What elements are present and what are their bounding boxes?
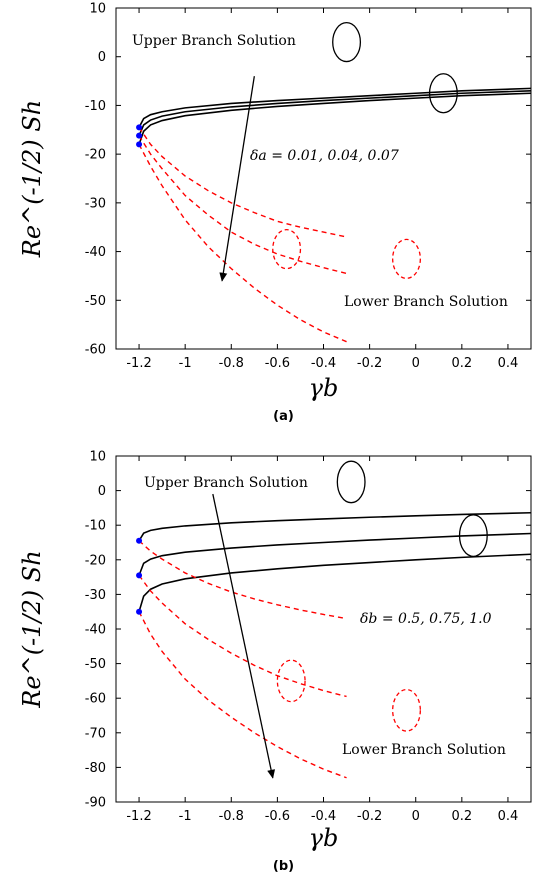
critical-point [136,132,143,139]
lower-branch-line [138,144,347,343]
x-tick-label: -0.4 [311,356,336,371]
upper-branch-circle [332,21,362,63]
parameter-label: δa = 0.01, 0.04, 0.07 [250,148,399,164]
x-tick-label: 0.4 [498,356,519,371]
lower-branch-circle [392,238,421,280]
upper-branch-circle [336,460,366,504]
y-axis-label: Re^(-1/2) Sh [18,100,46,258]
x-tick-label: -1 [179,809,192,824]
lower-branch-line [138,540,347,620]
critical-point [136,124,143,131]
trend-arrow [219,76,255,282]
y-tick-label: -30 [85,196,106,211]
upper-branch-line [138,553,531,612]
y-tick-label: -20 [85,148,106,163]
upper-branch-circle [428,73,458,114]
upper-branch-line [138,92,531,145]
chart-b: -1.2 -1 -0.8 -0.6 -0.4 -0.2 0 0.2 0.4 10 0 -10 -20 -3… [18,450,532,874]
y-tick-label: -30 [85,588,106,603]
critical-point [136,608,143,615]
x-tick-label: 0 [412,356,420,371]
x-axis-label: γb [309,824,339,852]
upper-branch-label: Upper Branch Solution [132,33,296,49]
y-tick-label: -10 [85,99,106,114]
chart-a: -1.2 -1 -0.8 -0.6 -0.4 -0.2 0 0.2 0.4 10 0 -10 -20 -3… [18,2,532,424]
x-tick-label: -0.2 [357,356,382,371]
lower-branch-line [138,135,347,275]
parameter-label: δb = 0.5, 0.75, 1.0 [360,611,492,627]
lower-branch-circle [272,228,302,270]
figure-caption: (a) [273,409,294,424]
plot-area [136,21,531,343]
y-tick-label: -10 [85,519,106,534]
critical-point [136,537,143,544]
y-tick-label: -90 [85,796,106,811]
lower-branch-circle [276,659,306,703]
x-tick-label: -0.4 [311,809,336,824]
x-tick-label: 0.2 [451,356,472,371]
x-tick-label: -0.8 [219,356,244,371]
y-tick-label: 10 [89,450,106,465]
x-tick-label: 0.2 [451,809,472,824]
upper-branch-line [138,87,531,128]
y-tick-label: 0 [98,484,106,499]
y-tick-label: -40 [85,623,106,638]
y-tick-label: -60 [85,343,106,358]
y-tick-label: -20 [85,553,106,568]
x-tick-label: 0 [412,809,420,824]
upper-branch-label: Upper Branch Solution [144,475,308,491]
lower-branch-label: Lower Branch Solution [344,294,508,310]
x-tick-label: -1.2 [126,809,151,824]
critical-point [136,141,143,148]
trend-arrow [212,493,276,779]
x-tick-label: -0.8 [219,809,244,824]
x-tick-label: -0.6 [265,809,290,824]
y-tick-label: -70 [85,726,106,741]
y-tick-label: -50 [85,657,106,672]
y-axis-label: Re^(-1/2) Sh [18,550,46,708]
lower-branch-line [138,611,347,779]
y-tick-label: -80 [85,761,106,776]
x-tick-label: -1.2 [126,356,151,371]
upper-branch-line [138,90,531,136]
critical-point [136,572,143,579]
lower-branch-line [138,126,347,238]
lower-branch-line [138,574,347,698]
y-tick-label: 0 [98,50,106,65]
y-tick-label: -40 [85,245,106,260]
upper-branch-line [138,511,531,542]
lower-branch-label: Lower Branch Solution [342,742,506,758]
upper-branch-line [138,532,531,576]
x-axis-label: γb [309,374,339,402]
y-tick-label: -50 [85,294,106,309]
upper-branch-circle [458,514,488,557]
x-tick-label: -0.6 [265,356,290,371]
plot-area [136,460,531,779]
figure-caption: (b) [273,859,294,874]
x-tick-label: -1 [179,356,192,371]
x-tick-label: 0.4 [498,809,519,824]
lower-branch-circle [392,688,421,732]
y-tick-label: 10 [89,2,106,17]
x-tick-label: -0.2 [357,809,382,824]
y-tick-label: -60 [85,692,106,707]
